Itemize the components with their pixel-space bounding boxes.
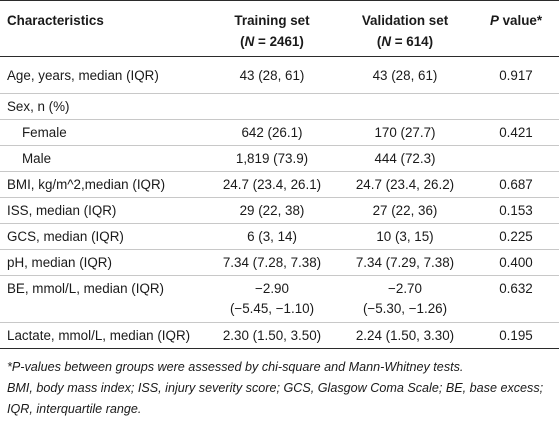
p-value bbox=[473, 146, 559, 172]
header-training-title: Training set bbox=[234, 13, 310, 28]
row-label: Lactate, mmol/L, median (IQR) bbox=[7, 328, 191, 343]
validation-value: 24.7 (23.4, 26.2) bbox=[355, 177, 455, 192]
row-label: pH, median (IQR) bbox=[7, 255, 112, 270]
training-value: 1,819 (73.9) bbox=[235, 151, 309, 166]
header-training-set: Training set (N = 2461) bbox=[234, 13, 310, 49]
row-label: Age, years, median (IQR) bbox=[7, 68, 159, 83]
validation-value: 170 (27.7) bbox=[374, 125, 436, 140]
training-value: 29 (22, 38) bbox=[239, 203, 305, 218]
validation-value: −2.70 (−5.30, −1.26) bbox=[337, 276, 473, 323]
row-label: Sex, n (%) bbox=[7, 99, 70, 114]
validation-value bbox=[337, 94, 473, 120]
validation-value: 2.24 (1.50, 3.30) bbox=[355, 328, 455, 343]
header-p-value: P value* bbox=[473, 1, 559, 57]
table-row: Lactate, mmol/L, median (IQR) 2.30 (1.50… bbox=[0, 323, 559, 349]
table-row: Female 642 (26.1) 170 (27.7) 0.421 bbox=[0, 120, 559, 146]
p-value: 0.400 bbox=[499, 255, 533, 270]
footnote-p-values: *P-values between groups were assessed b… bbox=[7, 360, 464, 374]
training-value bbox=[207, 94, 337, 120]
validation-value: 7.34 (7.29, 7.38) bbox=[355, 255, 455, 270]
row-label: BE, mmol/L, median (IQR) bbox=[7, 281, 165, 296]
header-training-n-label: N bbox=[244, 34, 255, 49]
p-value: 0.632 bbox=[499, 281, 533, 296]
training-median: −2.90 bbox=[255, 281, 289, 296]
validation-value: 10 (3, 15) bbox=[376, 229, 434, 244]
validation-value: 43 (28, 61) bbox=[372, 68, 438, 83]
row-label: Female bbox=[22, 125, 67, 140]
table-row: ISS, median (IQR) 29 (22, 38) 27 (22, 36… bbox=[0, 198, 559, 224]
validation-median: −2.70 bbox=[388, 281, 422, 296]
header-characteristics: Characteristics bbox=[7, 13, 104, 28]
training-value: 7.34 (7.28, 7.38) bbox=[222, 255, 322, 270]
p-value: 0.421 bbox=[499, 125, 533, 140]
row-label: ISS, median (IQR) bbox=[7, 203, 117, 218]
training-value: 43 (28, 61) bbox=[239, 68, 305, 83]
row-label: GCS, median (IQR) bbox=[7, 229, 124, 244]
table-row: GCS, median (IQR) 6 (3, 14) 10 (3, 15) 0… bbox=[0, 224, 559, 250]
training-value: −2.90 (−5.45, −1.10) bbox=[207, 276, 337, 323]
p-value: 0.153 bbox=[499, 203, 533, 218]
training-iqr: (−5.45, −1.10) bbox=[229, 301, 315, 316]
p-value: 0.687 bbox=[499, 177, 533, 192]
training-value: 2.30 (1.50, 3.50) bbox=[222, 328, 322, 343]
training-value: 6 (3, 14) bbox=[247, 229, 297, 244]
training-value: 24.7 (23.4, 26.1) bbox=[222, 177, 322, 192]
table-row: BE, mmol/L, median (IQR) −2.90 (−5.45, −1… bbox=[0, 276, 559, 323]
header-row: Characteristics Training set (N = 2461) … bbox=[0, 0, 559, 57]
table-row: Sex, n (%) bbox=[0, 94, 559, 120]
characteristics-table: Characteristics Training set (N = 2461) … bbox=[0, 0, 559, 349]
table-footnotes: *P-values between groups were assessed b… bbox=[0, 349, 559, 420]
validation-value: 444 (72.3) bbox=[374, 151, 436, 166]
row-label: BMI, kg/m^2,median (IQR) bbox=[7, 177, 166, 192]
header-training-n-value: = 2461) bbox=[254, 34, 304, 49]
table-row: pH, median (IQR) 7.34 (7.28, 7.38) 7.34 … bbox=[0, 250, 559, 276]
table-row: Age, years, median (IQR) 43 (28, 61) 43 … bbox=[0, 57, 559, 94]
validation-iqr: (−5.30, −1.26) bbox=[362, 301, 448, 316]
table-row: BMI, kg/m^2,median (IQR) 24.7 (23.4, 26.… bbox=[0, 172, 559, 198]
header-p-letter: P bbox=[489, 13, 499, 28]
header-p-rest: value* bbox=[498, 13, 543, 28]
header-validation-n-label: N bbox=[381, 34, 392, 49]
p-value bbox=[473, 94, 559, 120]
validation-value: 27 (22, 36) bbox=[372, 203, 438, 218]
footnote-abbreviations: BMI, body mass index; ISS, injury severi… bbox=[7, 381, 544, 416]
p-value: 0.195 bbox=[499, 328, 533, 343]
table-row: Male 1,819 (73.9) 444 (72.3) bbox=[0, 146, 559, 172]
training-value: 642 (26.1) bbox=[241, 125, 303, 140]
row-label: Male bbox=[22, 151, 52, 166]
p-value: 0.917 bbox=[499, 68, 533, 83]
header-validation-n-value: = 614) bbox=[391, 34, 434, 49]
p-value: 0.225 bbox=[499, 229, 533, 244]
header-validation-title: Validation set bbox=[361, 13, 449, 28]
header-validation-set: Validation set (N = 614) bbox=[361, 13, 449, 49]
